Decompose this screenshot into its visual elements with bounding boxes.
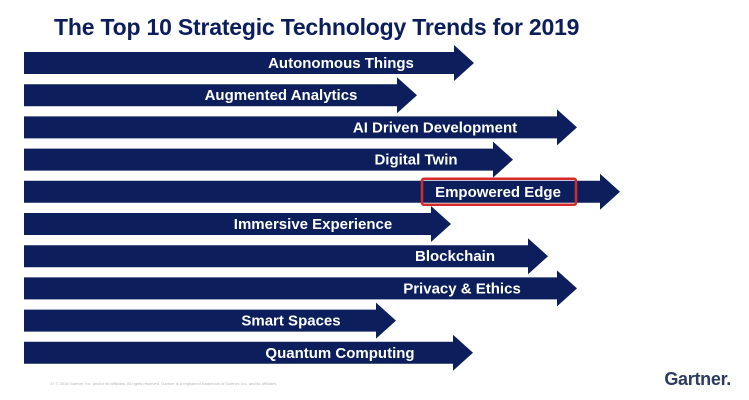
trend-label: AI Driven Development (353, 119, 517, 136)
trend-arrow: Digital Twin (24, 141, 513, 178)
trend-arrow: Empowered Edge (24, 173, 620, 210)
trend-arrow: Augmented Analytics (24, 77, 417, 114)
logo-text: Gartner (664, 369, 727, 389)
trend-arrow-shape (24, 302, 396, 339)
trend-arrow-shape (24, 206, 451, 242)
trend-arrow: Quantum Computing (24, 334, 473, 371)
highlight-box (420, 177, 578, 207)
trend-arrow: Blockchain (24, 238, 548, 275)
trend-arrow-shape (24, 45, 474, 81)
trend-arrow: Immersive Experience (24, 206, 451, 242)
trend-arrow-shape (24, 173, 620, 210)
trend-label: Augmented Analytics (205, 87, 358, 104)
trend-arrow-shape (24, 77, 417, 114)
trend-arrow-shape (24, 141, 513, 178)
trend-arrow: Smart Spaces (24, 302, 396, 339)
trend-label: Autonomous Things (268, 55, 414, 72)
trend-label: Empowered Edge (435, 184, 561, 201)
trend-arrow-shape (24, 334, 473, 371)
trend-arrow-shape (24, 270, 577, 307)
trend-label: Quantum Computing (265, 345, 414, 362)
gartner-logo: Gartner. (664, 369, 731, 390)
trend-label: Digital Twin (374, 152, 457, 169)
trend-label: Blockchain (415, 248, 495, 265)
trend-arrow: AI Driven Development (24, 109, 577, 146)
trend-arrow-shape (24, 109, 577, 146)
footer-copyright: 47 © 2018 Gartner, Inc. and/or its affil… (50, 381, 278, 386)
trend-arrow: Privacy & Ethics (24, 270, 577, 307)
trend-label: Smart Spaces (241, 313, 340, 330)
trend-arrow-shape (24, 238, 548, 275)
trend-label: Privacy & Ethics (403, 280, 521, 297)
slide-title: The Top 10 Strategic Technology Trends f… (54, 14, 580, 40)
trend-arrow: Autonomous Things (24, 45, 474, 81)
logo-dot: . (726, 369, 731, 389)
trend-label: Immersive Experience (234, 216, 392, 233)
